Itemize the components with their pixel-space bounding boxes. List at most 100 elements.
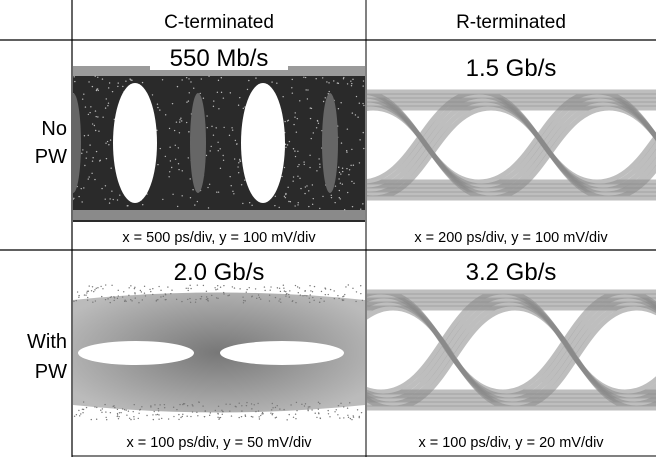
eye-shape [275, 297, 276, 298]
eye-shape [348, 284, 349, 285]
eye-shape [274, 205, 275, 206]
eye-shape [188, 100, 189, 101]
eye-shape [190, 93, 206, 193]
eye-shape [211, 146, 212, 147]
eye-shape [197, 415, 198, 416]
eye-shape [258, 416, 259, 417]
eye-shape [171, 167, 172, 168]
eye-shape [314, 286, 315, 287]
eye-shape [241, 83, 285, 203]
eye-shape [278, 300, 279, 301]
eye-shape [117, 414, 118, 415]
eye-shape [157, 107, 158, 108]
eye-shape [294, 205, 295, 206]
eye-shape [101, 296, 102, 297]
eye-shape [209, 150, 210, 151]
eye-shape [315, 413, 316, 414]
eye-shape [275, 407, 276, 408]
eye-shape [256, 298, 257, 299]
eye-shape [190, 197, 191, 198]
eye-shape [117, 199, 118, 200]
eye-shape [94, 179, 95, 180]
eye-shape [353, 416, 354, 417]
eye-shape [238, 162, 239, 163]
eye-shape [330, 289, 331, 290]
eye-shape [92, 157, 93, 158]
eye-shape [255, 411, 256, 412]
eye-shape [157, 299, 158, 300]
eye-shape [81, 201, 82, 202]
eye-shape [319, 302, 320, 303]
eye-shape [176, 299, 177, 300]
eye-shape [296, 132, 297, 133]
eye-shape [160, 290, 161, 291]
eye-shape [208, 207, 209, 208]
eye-shape [356, 291, 357, 292]
eye-shape [233, 193, 234, 194]
column-header: C-terminated [164, 12, 274, 33]
eye-shape [203, 98, 204, 99]
eye-shape [338, 178, 339, 179]
eye-shape [285, 197, 286, 198]
eye-shape [159, 404, 160, 405]
eye-shape [218, 419, 219, 420]
eye-shape [134, 293, 135, 294]
eye-shape [249, 287, 250, 288]
eye-shape [157, 164, 158, 165]
eye-shape [342, 171, 343, 172]
eye-shape [179, 119, 180, 120]
eye-shape [348, 174, 349, 175]
eye-shape [125, 301, 126, 302]
eye-shape [344, 209, 345, 210]
eye-shape [97, 116, 98, 117]
eye-shape [164, 404, 165, 405]
eye-shape [297, 204, 298, 205]
eye-shape [174, 130, 175, 131]
eye-shape [222, 155, 223, 156]
eye-shape [97, 287, 98, 288]
eye-shape [235, 406, 236, 407]
eye-shape [242, 203, 243, 204]
eye-shape [188, 290, 189, 291]
eye-shape [331, 197, 332, 198]
eye-shape [221, 92, 222, 93]
eye-shape [189, 92, 190, 93]
eye-shape [110, 302, 111, 303]
eye-shape [88, 291, 89, 292]
eye-shape [362, 103, 363, 104]
eye-shape [206, 296, 207, 297]
eye-shape [343, 78, 344, 79]
eye-shape [167, 286, 168, 287]
eye-shape [322, 196, 323, 197]
eye-shape [362, 203, 363, 204]
eye-shape [162, 199, 163, 200]
eye-shape [114, 407, 115, 408]
eye-shape [118, 418, 119, 419]
eye-shape [333, 80, 334, 81]
eye-shape [311, 409, 312, 410]
eye-shape [110, 167, 111, 168]
eye-shape [131, 300, 132, 301]
eye-shape [272, 403, 273, 404]
eye-shape [127, 205, 128, 206]
eye-shape [259, 297, 260, 298]
eye-shape [350, 80, 351, 81]
eye-shape [344, 294, 345, 295]
eye-shape [346, 168, 347, 169]
eye-shape [293, 176, 294, 177]
eye-shape [295, 302, 296, 303]
eye-shape [239, 97, 240, 98]
eye-shape [76, 414, 77, 415]
eye-shape [119, 194, 120, 195]
eye-shape [220, 287, 221, 288]
eye-shape [360, 209, 361, 210]
eye-shape [248, 80, 249, 81]
eye-shape [181, 120, 182, 121]
eye-shape [347, 415, 348, 416]
eye-shape [134, 404, 135, 405]
eye-shape [270, 413, 271, 414]
eye-shape [232, 286, 233, 287]
eye-shape [84, 294, 85, 295]
eye-shape [217, 142, 218, 143]
eye-shape [130, 419, 131, 420]
